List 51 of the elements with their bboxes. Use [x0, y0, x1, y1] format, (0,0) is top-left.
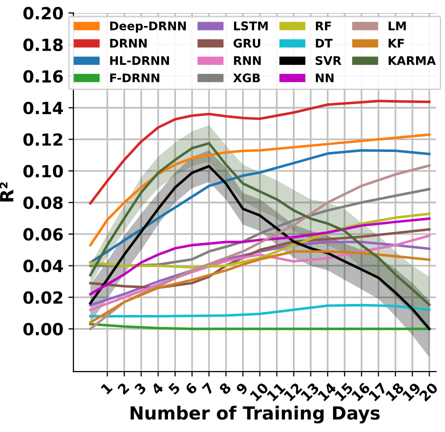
x-tick-label: 14: [317, 382, 337, 402]
x-tick-label: 16: [351, 382, 371, 402]
line-series: [89, 149, 431, 264]
x-tick-label: 11: [266, 382, 286, 402]
y-axis-title: R²: [0, 182, 14, 202]
legend-label: F-DRNN: [110, 74, 160, 82]
x-tick-label: 20: [418, 382, 439, 402]
legend-label: KARMA: [388, 56, 436, 65]
line-series: [89, 100, 431, 205]
legend-label: SVR: [316, 56, 342, 66]
legend-label: DT: [316, 38, 333, 48]
x-tick-label: 3: [134, 382, 147, 396]
legend-label: Deep-DRNN: [110, 22, 186, 33]
y-tick-label: 0.12: [23, 133, 62, 146]
y-tick-label: 0.10: [23, 164, 63, 178]
legend-label: LM: [388, 22, 406, 30]
legend-label: LSTM: [234, 21, 268, 30]
legend-label: RNN: [234, 56, 261, 65]
line-series: [89, 304, 431, 318]
y-tick-label: 0.14: [23, 102, 63, 114]
x-tick-label: 4: [150, 382, 164, 396]
legend-label: GRU: [234, 38, 260, 48]
y-tick-label: 0.06: [23, 228, 63, 241]
y-tick-label: 0.16: [23, 70, 63, 83]
y-tick-label: 0.08: [23, 196, 63, 210]
x-tick-label: 12: [283, 382, 302, 402]
x-tick-label: 2: [117, 382, 130, 395]
y-tick-label: 0.02: [23, 291, 62, 304]
line-series: [89, 133, 431, 246]
x-tick-label: 18: [385, 382, 404, 402]
line-series: [89, 142, 431, 306]
legend-label: RF: [316, 22, 331, 30]
y-tick-label: 0.04: [23, 260, 63, 272]
x-tick-label: 8: [218, 382, 232, 396]
x-tick-label: 6: [184, 382, 198, 396]
x-tick-label: 7: [202, 382, 214, 395]
x-axis-title: Number of Training Days: [130, 406, 380, 424]
x-tick-label: 1: [100, 382, 113, 394]
legend-label: HL-DRNN: [110, 56, 169, 65]
legend-label: DRNN: [110, 38, 147, 48]
legend-label: KF: [388, 38, 404, 48]
line-series: [89, 217, 431, 296]
y-tick-label: 0.00: [23, 322, 63, 336]
x-tick-label: 5: [168, 382, 181, 395]
x-tick-label: 9: [235, 382, 249, 396]
line-series: [89, 250, 431, 324]
y-tick-label: 0.18: [23, 38, 63, 52]
legend-label: XGB: [233, 73, 260, 82]
legend-label: NN: [316, 74, 334, 82]
x-tick-label: 13: [300, 382, 320, 402]
y-tick-label: 0.20: [23, 6, 63, 20]
